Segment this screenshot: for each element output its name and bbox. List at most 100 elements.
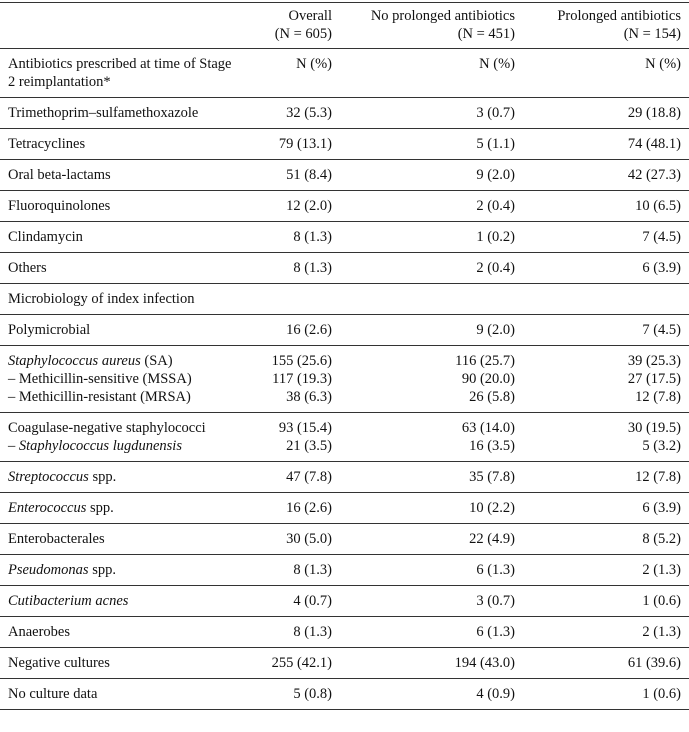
num-cell: 93 (15.4) 21 (3.5) <box>250 413 340 462</box>
label-part: Pseudomonas <box>8 562 89 578</box>
label-part: Clindamycin <box>8 229 83 245</box>
num-cell: 8 (1.3) <box>250 253 340 284</box>
table-row: Trimethoprim–sulfamethoxazole 32 (5.3) 3 (… <box>0 97 689 129</box>
row-label: Enterobacterales <box>8 530 242 548</box>
label-cell: Enterococcus spp. <box>0 493 250 524</box>
count-value: 51 (8.4) <box>286 167 332 183</box>
table-row: Staphylococcus aureus (SA) – Methicillin-… <box>0 345 689 413</box>
count-value: 3 (0.7) <box>476 105 515 121</box>
row-label: No culture data <box>8 685 242 703</box>
label-part: – Methicillin-sensitive (MSSA) <box>8 371 192 387</box>
row-label: Negative cultures <box>8 654 242 672</box>
table-row: Clindamycin 8 (1.3) 1 (0.2) 7 (4.5) <box>0 221 689 253</box>
label-part: Staphylococcus aureus <box>8 353 141 369</box>
table-row: No culture data 5 (0.8) 4 (0.9) 1 (0.6) <box>0 678 689 710</box>
num-cell <box>523 284 689 315</box>
num-cell: 8 (1.3) <box>250 222 340 253</box>
count-value: 47 (7.8) <box>286 469 332 485</box>
label-cell: Others <box>0 253 250 284</box>
label-cell: Polymicrobial <box>0 315 250 346</box>
row-label: Clindamycin <box>8 228 242 246</box>
num-cell: 1 (0.2) <box>340 222 523 253</box>
count-value: 16 (2.6) <box>286 322 332 338</box>
num-cell: 116 (25.7) 90 (20.0) 26 (5.8) <box>340 346 523 413</box>
count-value: 4 (0.9) <box>476 686 515 702</box>
num-cell: 1 (0.6) <box>523 679 689 710</box>
label-cell: Cutibacterium acnes <box>0 586 250 617</box>
count-value: 61 (39.6) <box>627 655 681 671</box>
num-cell: 2 (0.4) <box>340 253 523 284</box>
num-cell: 61 (39.6) <box>523 648 689 679</box>
label-part: Anaerobes <box>8 624 71 640</box>
count-value: 26 (5.8) <box>469 389 515 405</box>
num-cell: 63 (14.0) 16 (3.5) <box>340 413 523 462</box>
num-cell: N (%) <box>645 56 681 72</box>
label-part: – <box>8 438 19 454</box>
label-part: Trimethoprim–sulfamethoxazole <box>8 105 199 121</box>
row-label: Pseudomonas spp. <box>8 561 242 579</box>
table-row: Anaerobes 8 (1.3) 6 (1.3) 2 (1.3) <box>0 616 689 648</box>
table-row: Tetracyclines 79 (13.1) 5 (1.1) 74 (48.1) <box>0 128 689 160</box>
num-cell: 10 (2.2) <box>340 493 523 524</box>
num-cell: 8 (1.3) <box>250 617 340 648</box>
count-value: 38 (6.3) <box>286 389 332 405</box>
num-cell: 16 (2.6) <box>250 493 340 524</box>
row-label: Enterococcus spp. <box>8 499 242 517</box>
row-label: Trimethoprim–sulfamethoxazole <box>8 104 242 122</box>
table-row: Oral beta-lactams 51 (8.4) 9 (2.0) 42 (27.3… <box>0 159 689 191</box>
num-cell: 42 (27.3) <box>523 160 689 191</box>
row-label: Anaerobes <box>8 623 242 641</box>
label-cell: Coagulase-negative staphylococci – Staphy… <box>0 413 250 462</box>
column-title: Overall <box>288 8 332 24</box>
header-cell <box>0 3 250 49</box>
header-cell: Prolonged antibiotics (N = 154) <box>523 3 689 49</box>
row-label: Tetracyclines <box>8 135 242 153</box>
table-row: Coagulase-negative staphylococci – Staphy… <box>0 412 689 462</box>
count-value: 6 (1.3) <box>476 562 515 578</box>
label-cell: Clindamycin <box>0 222 250 253</box>
label-cell: Enterobacterales <box>0 524 250 555</box>
count-value: 8 (1.3) <box>293 562 332 578</box>
count-value: 12 (7.8) <box>635 469 681 485</box>
label-part: No culture data <box>8 686 98 702</box>
column-count: (N = 451) <box>457 26 515 42</box>
column-count: (N = 605) <box>274 26 332 42</box>
count-value: 3 (0.7) <box>476 593 515 609</box>
count-value: 1 (0.6) <box>642 686 681 702</box>
section-heading: Antibiotics prescribed at time of Stage … <box>8 56 232 90</box>
label-part: Coagulase-negative staphylococci <box>8 420 206 436</box>
num-cell: 5 (0.8) <box>250 679 340 710</box>
row-label: Staphylococcus aureus (SA) <box>8 352 242 370</box>
label-part: spp. <box>86 500 114 516</box>
count-value: 93 (15.4) <box>278 420 332 436</box>
label-cell: Anaerobes <box>0 617 250 648</box>
num-cell: 1 (0.6) <box>523 586 689 617</box>
count-value: 8 (1.3) <box>293 624 332 640</box>
count-value: 194 (43.0) <box>454 655 515 671</box>
count-value: 29 (18.8) <box>627 105 681 121</box>
row-label: – Methicillin-sensitive (MSSA) <box>8 370 242 388</box>
count-value: 22 (4.9) <box>469 531 515 547</box>
num-cell: 3 (0.7) <box>340 586 523 617</box>
table-row: Antibiotics prescribed at time of Stage … <box>0 48 689 98</box>
count-value: 6 (3.9) <box>642 500 681 516</box>
count-value: 90 (20.0) <box>461 371 515 387</box>
row-label: – Methicillin-resistant (MRSA) <box>8 388 242 406</box>
count-value: 30 (5.0) <box>286 531 332 547</box>
count-value: 9 (2.0) <box>476 322 515 338</box>
num-cell: 47 (7.8) <box>250 462 340 493</box>
num-cell: 10 (6.5) <box>523 191 689 222</box>
num-cell: 3 (0.7) <box>340 98 523 129</box>
num-cell: 12 (7.8) <box>523 462 689 493</box>
num-cell: 16 (2.6) <box>250 315 340 346</box>
row-label: Fluoroquinolones <box>8 197 242 215</box>
num-cell: 8 (1.3) <box>250 555 340 586</box>
count-value: 255 (42.1) <box>271 655 332 671</box>
table-row: Negative cultures 255 (42.1) 194 (43.0) 61 … <box>0 647 689 679</box>
table-row: Enterobacterales 30 (5.0) 22 (4.9) 8 (5.2) <box>0 523 689 555</box>
count-value: 9 (2.0) <box>476 167 515 183</box>
count-value: 2 (0.4) <box>476 260 515 276</box>
count-value: 79 (13.1) <box>278 136 332 152</box>
num-cell: 30 (19.5) 5 (3.2) <box>523 413 689 462</box>
column-title: No prolonged antibiotics <box>370 8 515 24</box>
